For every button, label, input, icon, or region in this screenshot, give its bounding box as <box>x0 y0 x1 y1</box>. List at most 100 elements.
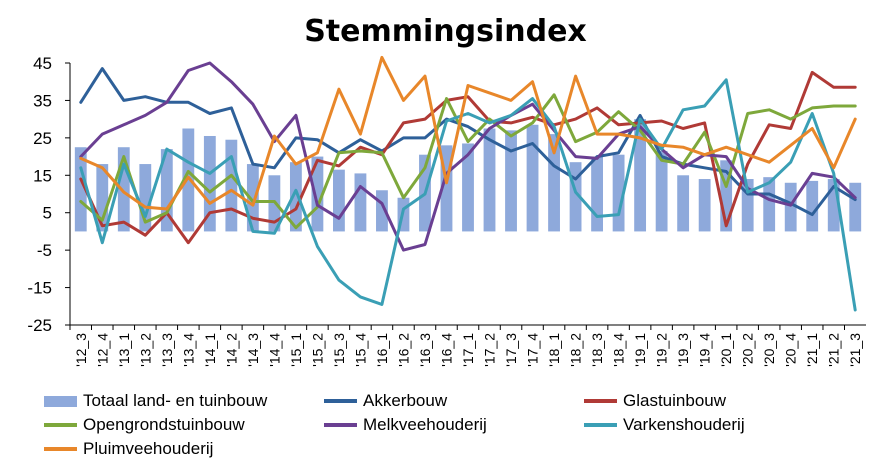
x-tick-label: '19_4 <box>697 333 713 367</box>
bar <box>203 135 216 232</box>
x-tick-label: '13_3 <box>159 333 175 367</box>
bar <box>440 145 453 232</box>
x-tick-label: '18_3 <box>589 333 605 367</box>
x-tick-label: '16_1 <box>374 333 390 367</box>
bar <box>225 139 238 232</box>
x-tick-label: '21_2 <box>826 333 842 367</box>
legend-swatch <box>324 423 357 427</box>
x-tick-label: '13_4 <box>180 333 196 367</box>
y-tick-label: 35 <box>33 91 52 110</box>
legend-label: Akkerbouw <box>363 391 448 410</box>
x-tick-label: '13_2 <box>137 333 153 367</box>
legend-label: Pluimveehouderij <box>83 439 214 458</box>
bar <box>160 149 173 232</box>
bar <box>96 164 109 232</box>
legend-label: Melkveehouderij <box>363 415 487 434</box>
bar <box>655 150 668 232</box>
bar <box>612 154 625 232</box>
series-line-glastuinbouw <box>79 70 857 245</box>
bar <box>289 162 302 232</box>
x-tick-label: '17_2 <box>482 333 498 367</box>
x-tick-label: '15_3 <box>331 333 347 367</box>
x-tick-label: '14_3 <box>245 333 261 367</box>
x-tick-label: '17_1 <box>460 333 476 367</box>
bar <box>634 119 647 232</box>
legend-label: Opengrondstuinbouw <box>83 415 245 434</box>
legend-item: Pluimveehouderij <box>44 439 213 459</box>
x-tick-label: '20_1 <box>718 333 734 367</box>
bar <box>311 156 324 232</box>
bar <box>483 128 496 232</box>
x-tick-label: '21_1 <box>804 333 820 367</box>
x-tick-label: '19_2 <box>654 333 670 367</box>
legend-item: Melkveehouderij <box>324 415 487 435</box>
bar <box>139 164 152 232</box>
series-line-melkveehouderij <box>79 61 857 252</box>
series-line-pluimveehouderij <box>79 55 857 211</box>
axes <box>69 63 866 326</box>
bar <box>548 134 560 232</box>
bar <box>462 143 474 232</box>
bar <box>526 124 539 232</box>
bar <box>763 177 776 232</box>
bar <box>806 180 819 232</box>
legend-item: Opengrondstuinbouw <box>44 415 245 435</box>
x-tick-label: '15_4 <box>352 333 368 367</box>
series-line-varkenshouderij <box>79 78 857 312</box>
ticks: -25 -15 -5 5 15 25 35 45 '12_3 '12_4 '13_1 '13_2 '13… <box>27 54 863 367</box>
legend-swatch <box>44 423 77 427</box>
legend-label: Totaal land- en tuinbouw <box>83 391 268 410</box>
bar <box>354 173 367 232</box>
x-tick-label: '13_1 <box>116 333 132 367</box>
x-tick-label: '20_4 <box>783 333 799 367</box>
legend-label: Varkenshouderij <box>623 415 745 434</box>
bar <box>246 164 259 232</box>
x-tick-label: '12_4 <box>94 333 110 367</box>
bar <box>569 162 582 232</box>
x-tick-label: '15_2 <box>309 333 325 367</box>
x-tick-label: '18_4 <box>611 333 627 367</box>
bar <box>505 130 517 232</box>
bar <box>376 190 388 232</box>
legend-swatch <box>44 447 77 451</box>
y-tick-label: -25 <box>27 316 52 335</box>
bar <box>333 169 345 232</box>
x-tick-label: '16_4 <box>438 333 454 367</box>
x-tick-label: '17_3 <box>503 333 519 367</box>
bar <box>741 179 754 232</box>
legend-swatch <box>584 399 617 403</box>
x-tick-label: '16_2 <box>395 333 411 367</box>
bar <box>182 128 195 232</box>
y-tick-label: 25 <box>33 129 52 148</box>
y-tick-label: 15 <box>33 166 52 185</box>
x-tick-label: '17_4 <box>525 333 541 367</box>
legend-swatch <box>584 423 617 427</box>
bar <box>720 160 733 232</box>
bar <box>117 147 130 232</box>
x-tick-label: '15_1 <box>288 333 304 367</box>
bar <box>784 182 797 232</box>
legend-item: Varkenshouderij <box>584 415 745 435</box>
x-tick-label: '14_2 <box>223 333 239 367</box>
series-line-opengrondstuinbouw <box>79 93 857 230</box>
bar <box>677 175 690 232</box>
bar <box>698 179 711 232</box>
x-tick-label: '16_3 <box>417 333 433 367</box>
y-tick-label: -5 <box>37 241 52 260</box>
bar <box>827 179 840 232</box>
chart-svg: -25 -15 -5 5 15 25 35 45 '12_3 '12_4 '13_1 '13_2 '13… <box>27 54 866 367</box>
legend-swatch <box>324 399 357 403</box>
x-tick-label: '19_3 <box>675 333 691 367</box>
x-tick-label: '18_1 <box>546 333 562 367</box>
x-tick-label: '14_1 <box>202 333 218 367</box>
x-tick-label: '14_4 <box>266 333 282 367</box>
x-tick-label: '20_3 <box>761 333 777 367</box>
x-tick-label: '18_2 <box>568 333 584 367</box>
y-tick-label: 45 <box>33 54 52 73</box>
legend-item: Totaal land- en tuinbouw <box>44 391 267 411</box>
legend-item: Akkerbouw <box>324 391 447 411</box>
y-tick-label: 5 <box>43 204 52 223</box>
bar <box>849 182 862 232</box>
legend-swatch <box>44 395 77 407</box>
y-tick-label: -15 <box>27 279 52 298</box>
